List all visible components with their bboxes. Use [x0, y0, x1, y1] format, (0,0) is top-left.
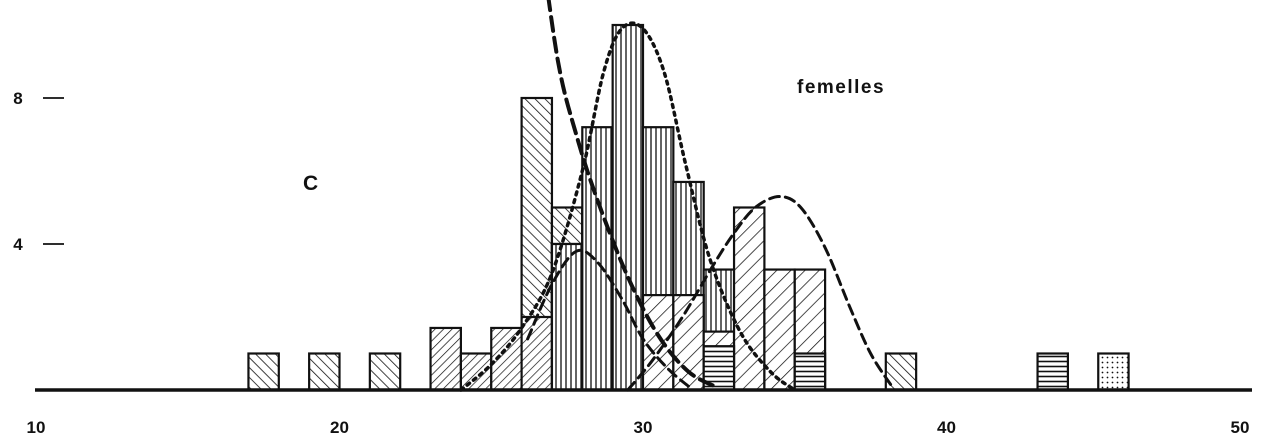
histogram-bar-hatch-vertical: [611, 23, 645, 392]
series-hatch-horizontal: [702, 345, 1070, 392]
histogram-bar-hatch-vertical: [550, 242, 584, 392]
x-axis: 10 20 30 40 50: [27, 388, 1252, 437]
series-dots: [1097, 352, 1130, 392]
fitted-curve-dashed-long: [546, 0, 721, 391]
x-tick-label: 50: [1231, 418, 1250, 437]
x-tick-label: 20: [330, 418, 349, 437]
y-axis-ticks: 48: [13, 89, 64, 254]
y-tick-label: 4: [13, 235, 23, 254]
group-label: femelles: [797, 77, 885, 98]
histogram-bar-hatch-forward-diagonal-dense: [429, 326, 462, 392]
fitted-curve-dotted: [459, 21, 797, 392]
x-tick-labels: 10 20 30 40 50: [27, 418, 1250, 437]
histogram-bar-hatch-forward-diagonal-dense: [520, 315, 554, 392]
fitted-curve-dashed: [626, 195, 894, 392]
x-tick-label: 10: [27, 418, 46, 437]
histogram-bar-dots: [1097, 352, 1130, 392]
curves-layer: [459, 0, 894, 392]
histogram-bar-hatch-forward-diagonal-sparse: [641, 294, 675, 392]
panel-letter: C: [303, 172, 318, 195]
histogram-bar-hatch-back-diagonal-dense: [247, 352, 280, 392]
x-tick-label: 40: [937, 418, 956, 437]
histogram-bar-hatch-back-diagonal-dense: [368, 352, 402, 392]
histogram-bar-hatch-horizontal: [793, 352, 827, 392]
y-tick-label: 8: [13, 89, 22, 108]
bars-layer: [247, 23, 1130, 392]
histogram-bar-hatch-back-diagonal-dense: [308, 352, 341, 392]
x-tick-label: 30: [634, 418, 653, 437]
histogram-bar-hatch-horizontal: [1036, 352, 1070, 392]
fitted-curve-dashed: [526, 248, 691, 388]
